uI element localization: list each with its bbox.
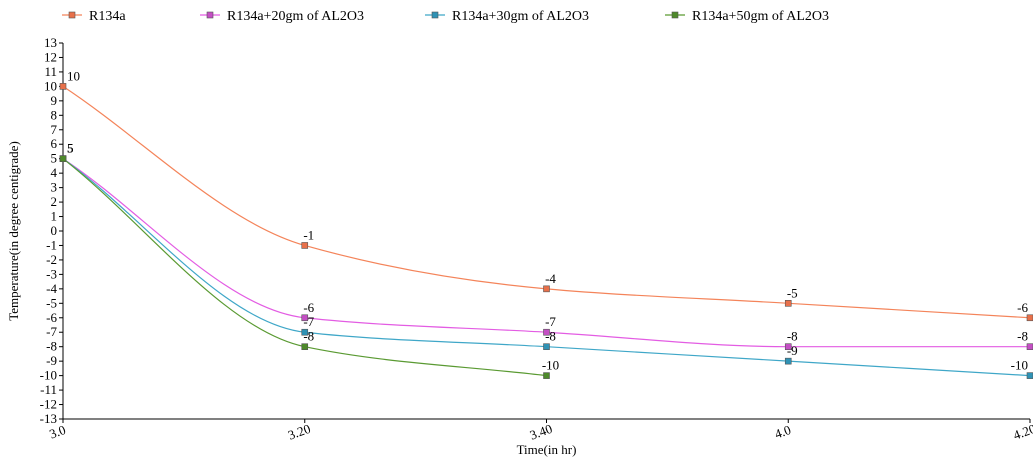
x-tick-label: 3.20 <box>286 421 313 443</box>
series-group <box>59 83 1033 379</box>
data-label: 5 <box>67 141 74 156</box>
data-label: -4 <box>545 271 556 286</box>
legend-marker-3 <box>431 11 439 19</box>
y-tick-label: -3 <box>46 266 57 281</box>
legend-marker-1 <box>68 11 76 19</box>
data-point <box>784 343 792 350</box>
y-tick-label: 9 <box>51 93 58 108</box>
data-label: -9 <box>787 343 798 358</box>
data-point <box>543 372 550 379</box>
data-point <box>301 328 309 336</box>
y-ticks: 131211109876543210-1-2-3-4-5-6-7-8-9-10-… <box>40 35 63 426</box>
y-tick-label: -9 <box>46 353 57 368</box>
data-label: -1 <box>303 227 314 242</box>
y-tick-label: 6 <box>51 136 58 151</box>
legend-label-2: R134a+20gm of AL2O3 <box>227 9 364 24</box>
y-axis-title: Temperature(in degree centigrade) <box>6 141 21 321</box>
x-tick-label: 3.40 <box>528 421 555 443</box>
x-ticks: 3.0 3.20 3.40 4.0 4.20 <box>47 419 1033 443</box>
data-label: -5 <box>787 285 798 300</box>
y-tick-label: -6 <box>46 310 57 325</box>
y-tick-label: 5 <box>51 151 58 166</box>
data-label: -6 <box>303 300 314 315</box>
legend-marker-4 <box>671 11 679 19</box>
y-tick-label: 13 <box>44 35 57 50</box>
data-point <box>301 242 309 249</box>
y-tick-label: -11 <box>40 382 57 397</box>
y-tick-label: 11 <box>44 64 57 79</box>
data-label: -6 <box>1017 300 1028 315</box>
data-point <box>784 300 792 307</box>
y-tick-label: -12 <box>40 397 57 412</box>
y-tick-label: 2 <box>51 194 58 209</box>
y-tick-label: 7 <box>51 122 58 137</box>
y-tick-label: -5 <box>46 295 57 310</box>
data-labels: 10-1-4-5-65-6-7-8 -85-7-8-9-105-8-10 <box>67 68 1028 372</box>
x-tick-label: 3.0 <box>47 422 67 442</box>
y-tick-label: 12 <box>44 49 57 64</box>
data-label: -7 <box>303 314 314 329</box>
data-label: -10 <box>1011 358 1028 373</box>
data-point <box>59 83 67 90</box>
data-point <box>301 314 309 322</box>
data-point <box>1026 372 1033 379</box>
x-tick-label: 4.20 <box>1011 421 1033 443</box>
data-point <box>543 343 550 350</box>
data-label: 5 <box>67 141 74 156</box>
y-tick-label: 0 <box>51 223 58 238</box>
y-tick-label: 3 <box>51 180 58 195</box>
data-label: -8 <box>1017 329 1028 344</box>
legend-marker-2 <box>206 11 214 19</box>
x-tick-label: 4.0 <box>773 422 793 442</box>
data-label: 10 <box>67 68 80 83</box>
y-tick-label: -13 <box>40 411 57 426</box>
y-tick-label: -1 <box>46 237 57 252</box>
y-tick-label: 4 <box>51 165 58 180</box>
data-point <box>301 343 309 350</box>
legend: R134a R134a+20gm of AL2O3 R134a+30gm of AL… <box>62 9 829 24</box>
data-label: -8 <box>787 329 798 344</box>
data-label: -7 <box>545 314 556 329</box>
y-tick-label: 8 <box>51 107 58 122</box>
data-label: -8 <box>545 329 556 344</box>
data-point <box>784 357 792 365</box>
data-point <box>59 155 67 162</box>
data-label: -8 <box>303 329 314 344</box>
legend-label-4: R134a+50gm of AL2O3 <box>692 9 829 24</box>
data-point <box>1026 343 1033 350</box>
y-tick-label: -10 <box>40 368 57 383</box>
y-tick-label: -7 <box>46 324 57 339</box>
y-tick-label: -2 <box>46 252 57 267</box>
x-axis-title: Time(in hr) <box>517 442 577 457</box>
data-point <box>1026 314 1033 322</box>
y-tick-label: -4 <box>46 281 57 296</box>
y-tick-label: 10 <box>44 78 57 93</box>
data-label: -10 <box>542 358 559 373</box>
legend-label-3: R134a+30gm of AL2O3 <box>452 9 589 24</box>
data-label: 5 <box>67 141 74 156</box>
legend-label-1: R134a <box>89 9 126 24</box>
y-tick-label: 1 <box>51 209 58 224</box>
y-tick-label: -8 <box>46 339 57 354</box>
data-point <box>543 285 550 293</box>
data-point <box>543 328 550 336</box>
